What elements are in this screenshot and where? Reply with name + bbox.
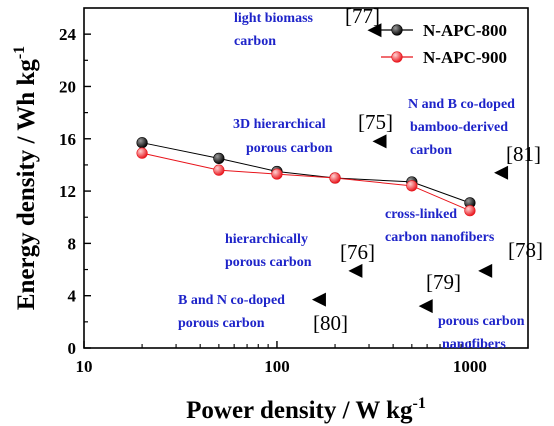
x-tick-label: 100: [264, 357, 290, 376]
legend: N-APC-800 N-APC-900: [381, 21, 507, 67]
reference-text: cross-linked: [385, 207, 457, 222]
axes: 0 4 8 12 16 20 24 10 100 1000: [59, 7, 529, 376]
reference-text: porous carbon: [246, 141, 333, 156]
reference-text: bamboo-derived: [410, 120, 508, 135]
reference-marker: [494, 165, 509, 180]
reference-number: [79]: [426, 270, 461, 294]
reference-text: B and N co-doped: [178, 293, 285, 308]
reference-text: carbon: [410, 143, 452, 158]
data-point: [213, 164, 225, 176]
x-axis-title-exponent: -1: [413, 395, 426, 412]
data-point: [136, 147, 148, 159]
reference-text: porous carbon: [178, 316, 265, 331]
data-point: [136, 137, 148, 149]
y-tick-label: 4: [68, 287, 77, 306]
reference-text: carbon: [234, 34, 276, 49]
reference-number: [78]: [508, 238, 543, 262]
y-tick-label: 16: [59, 130, 76, 149]
reference-number: [76]: [340, 240, 375, 264]
reference-text: light biomass: [234, 11, 314, 26]
data-point: [406, 180, 418, 192]
series-line-0: [141, 142, 471, 204]
data-point: [464, 205, 476, 217]
data-point: [329, 172, 341, 184]
reference-annotations: light biomass carbon [77] 3D hierarchical po…: [178, 4, 543, 352]
x-axis-title: Power density / W kg-1: [186, 395, 426, 424]
reference-marker: [372, 134, 387, 149]
reference-number: [77]: [345, 4, 380, 28]
y-tick-label: 8: [68, 234, 77, 253]
data-point: [213, 152, 225, 164]
legend-marker: [391, 24, 403, 36]
legend-marker: [391, 51, 403, 63]
y-axis-title-exponent: -1: [11, 46, 28, 59]
plot-area: [136, 137, 476, 217]
y-tick-label: 24: [59, 25, 77, 44]
plot-frame: [83, 7, 529, 349]
y-tick-label: 20: [59, 77, 76, 96]
reference-text: hierarchically: [225, 232, 308, 247]
y-tick-label: 0: [68, 339, 77, 358]
legend-label: N-APC-900: [423, 48, 507, 67]
y-tick-label: 12: [59, 182, 76, 201]
reference-number: [80]: [313, 311, 348, 335]
reference-number: [81]: [506, 142, 541, 166]
reference-marker: [478, 263, 493, 278]
reference-text: porous carbon: [225, 255, 312, 270]
reference-marker: [311, 292, 326, 307]
reference-marker: [367, 23, 382, 38]
data-point: [271, 168, 283, 180]
reference-marker: [348, 263, 363, 278]
y-axis-title-text: Energy density / Wh kg: [13, 59, 40, 310]
reference-marker: [418, 299, 433, 314]
x-tick-label: 1000: [453, 357, 487, 376]
reference-text: porous carbon: [438, 314, 525, 329]
reference-number: [75]: [358, 110, 393, 134]
reference-text: N and B co-doped: [408, 97, 515, 112]
y-axis-title: Energy density / Wh kg-1: [11, 46, 40, 310]
reference-text: 3D hierarchical: [233, 117, 326, 132]
series-line-1: [141, 152, 471, 212]
reference-text: nanofibers: [442, 337, 506, 352]
x-axis-title-text: Power density / W kg: [186, 397, 413, 424]
x-tick-label: 10: [76, 357, 93, 376]
reference-text: carbon nanofibers: [385, 230, 495, 245]
legend-label: N-APC-800: [423, 21, 507, 40]
